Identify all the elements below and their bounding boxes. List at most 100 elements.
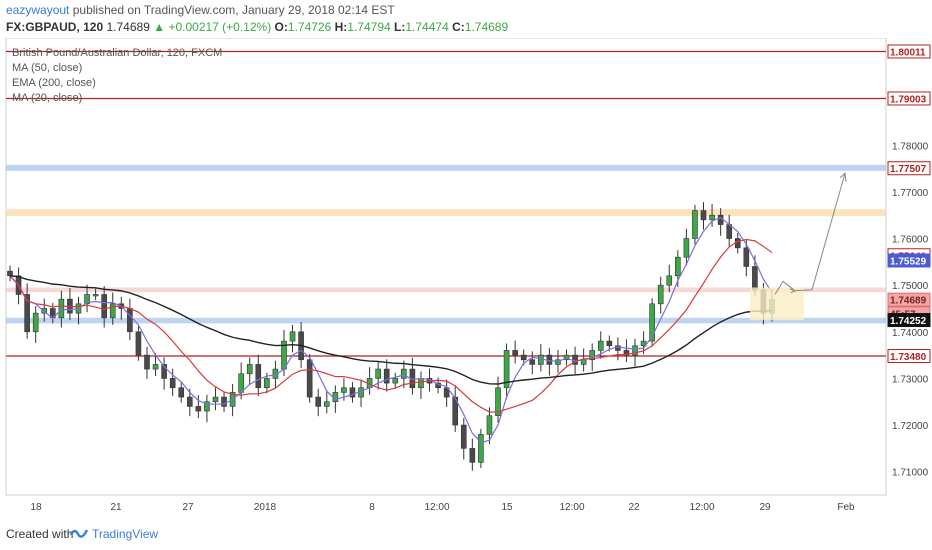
change-up-icon: ▲ — [153, 20, 166, 34]
candle-body — [657, 284, 664, 305]
candle-body — [135, 331, 142, 356]
y-tick-label: 1.71000 — [892, 468, 929, 479]
candle-body — [255, 364, 262, 389]
candle-body — [92, 294, 99, 297]
candle-body — [632, 345, 638, 356]
candle-body — [666, 275, 673, 286]
x-tick-label: 8 — [369, 502, 375, 513]
candle-body — [152, 364, 159, 370]
legend-ma50: MA (50, close) — [12, 62, 83, 74]
published-text: published on TradingView.com, January 29… — [72, 3, 395, 17]
candle-body — [717, 214, 724, 225]
candle-body — [529, 359, 536, 365]
candle-body — [520, 354, 527, 361]
candle-body — [460, 424, 467, 449]
candle-body — [743, 247, 750, 267]
x-tick-label: 15 — [501, 502, 513, 513]
price-label: 1.80011 — [890, 47, 926, 58]
candle-body — [401, 368, 407, 379]
candle-body — [469, 448, 476, 463]
price-label-box — [887, 349, 931, 364]
y-tick-label: 1.74000 — [892, 328, 929, 339]
y-tick-label: 1.72000 — [892, 421, 929, 432]
tradingview-brand-link[interactable]: TradingView — [92, 527, 159, 541]
symbol-label: FX:GBPAUD, 120 — [6, 20, 104, 34]
candle-body — [186, 396, 193, 407]
y-tick-label: 1.76000 — [892, 235, 929, 246]
zone-orange — [6, 209, 886, 217]
candle-body — [221, 396, 227, 407]
candle-body — [383, 368, 390, 384]
zone-blue — [6, 164, 886, 171]
x-tick-label: 12:00 — [689, 502, 714, 513]
chart-legend: British Pound/Australian Dollar, 120, FX… — [12, 46, 222, 106]
ma50-line — [9, 238, 773, 413]
arrow-head-icon — [839, 172, 847, 182]
publish-line: eazywayout published on TradingView.com,… — [6, 3, 395, 17]
legend-title: British Pound/Australian Dollar, 120, FX… — [12, 47, 223, 59]
candle-body — [683, 238, 690, 258]
candle-body — [41, 308, 48, 314]
candle-body — [109, 303, 116, 319]
legend-ema200: EMA (200, close) — [12, 77, 96, 89]
y-tick-label: 1.75000 — [892, 281, 929, 292]
candle-body — [392, 378, 399, 384]
candle-body — [443, 387, 450, 398]
candle-body — [7, 270, 13, 277]
price-change: +0.00217 (+0.12%) — [168, 20, 272, 34]
candle-body — [649, 303, 655, 342]
candle-body — [503, 350, 510, 389]
open-label: O: — [274, 20, 288, 34]
candle-body — [127, 308, 133, 333]
candle-body — [478, 434, 484, 463]
candle-body — [512, 350, 518, 356]
candle-body — [341, 387, 347, 393]
candle-body — [495, 387, 501, 417]
y-tick-label: 1.73000 — [892, 374, 929, 385]
candle-body — [246, 364, 253, 375]
candle-body — [306, 359, 313, 398]
x-tick-label: 27 — [182, 502, 194, 513]
last-price: 1.74689 — [106, 20, 150, 34]
candle-body — [563, 354, 570, 361]
open-value: 1.74726 — [287, 20, 332, 34]
candle-body — [606, 340, 613, 347]
candle-body — [161, 364, 167, 379]
high-value: 1.74794 — [347, 20, 391, 34]
low-value: 1.74474 — [405, 20, 449, 34]
candle-body — [452, 396, 459, 426]
candle-body — [144, 354, 150, 370]
candle-body — [204, 401, 210, 412]
y-tick-label: 1.78000 — [892, 141, 929, 152]
price-label: 1.74252 — [890, 316, 927, 327]
zone-pink — [6, 287, 886, 293]
arrow-head-icon — [789, 288, 797, 294]
tradingview-logo-icon[interactable] — [70, 526, 88, 540]
price-label: 1.75529 — [890, 256, 927, 267]
x-tick-label: 29 — [759, 502, 771, 513]
candle-body — [349, 387, 356, 398]
candle-body — [24, 294, 30, 333]
close-value: 1.74689 — [464, 20, 509, 34]
price-label-box — [887, 313, 931, 328]
zone-blue — [6, 317, 886, 324]
price-label-box — [887, 292, 931, 307]
candle-body — [264, 378, 270, 389]
candle-body — [212, 396, 219, 403]
plot-frame — [5, 37, 887, 496]
candle-body — [418, 378, 424, 389]
candle-body — [752, 266, 758, 291]
candle-body — [734, 238, 741, 249]
candle-body — [315, 396, 322, 407]
candle-body — [58, 298, 65, 319]
created-with-label: Created with — [6, 527, 74, 541]
candle-body — [546, 354, 553, 365]
candle-body — [538, 354, 544, 365]
chart-area[interactable]: 1.71000 1.72000 1.73000 1.74000 1.75000 1.760… — [0, 37, 932, 518]
price-chart[interactable]: 1.71000 1.72000 1.73000 1.74000 1.75000 1.760… — [0, 37, 932, 518]
author-link[interactable]: eazywayout — [6, 3, 70, 17]
price-label-box — [887, 161, 931, 176]
price-label-box — [887, 44, 931, 59]
price-label-box — [887, 253, 931, 268]
entry-box — [750, 287, 804, 321]
